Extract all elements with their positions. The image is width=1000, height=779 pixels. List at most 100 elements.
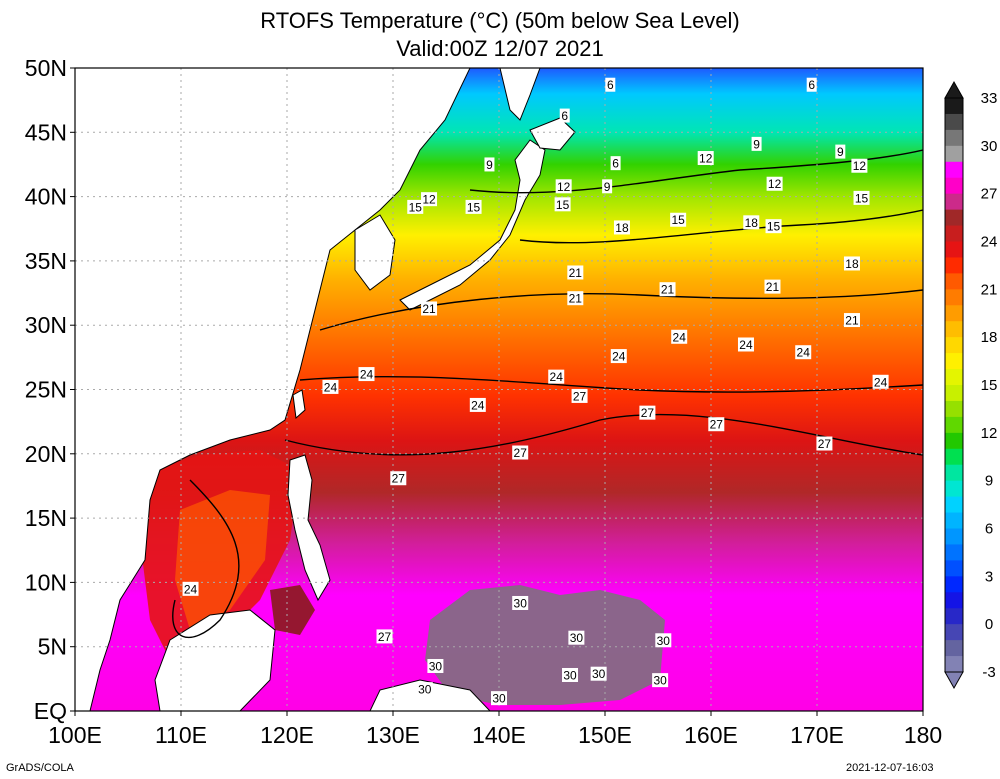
contour-label-box <box>610 156 621 171</box>
contour-label: 24 <box>612 350 626 364</box>
contour-label-box <box>491 691 507 706</box>
contour-label-box <box>766 176 783 191</box>
lon-tick-label: 130E <box>366 722 420 748</box>
contour-label-box <box>562 667 579 682</box>
contour-label: 24 <box>550 370 564 384</box>
colorbar-swatch <box>945 353 963 370</box>
colorbar-swatch <box>945 400 963 418</box>
contour-label-box <box>548 369 565 384</box>
contour-label: 30 <box>429 659 443 673</box>
colorbar-swatch <box>945 257 963 274</box>
contour-label-box <box>567 265 584 280</box>
contour-label: 18 <box>845 257 859 271</box>
colorbar-label: 27 <box>981 186 998 203</box>
lat-tick-label: 45N <box>25 119 67 145</box>
contour-label-box <box>416 682 433 697</box>
contour-label-box <box>421 301 438 316</box>
contour-label: 24 <box>360 368 374 382</box>
contour-label: 18 <box>615 221 629 235</box>
colorbar-swatch <box>945 385 963 402</box>
contour-label: 27 <box>378 630 392 644</box>
lon-tick-label: 120E <box>260 722 314 748</box>
land-asia <box>75 68 471 711</box>
contour-label: 21 <box>569 266 583 280</box>
contour-label-box <box>751 136 762 151</box>
contour-label-box <box>655 633 672 648</box>
contour-label-box <box>872 374 889 389</box>
colorbar-swatch <box>945 608 963 625</box>
contour-label-box <box>743 215 760 230</box>
colorbar-swatch <box>945 576 963 593</box>
colorbar-label: 15 <box>981 377 998 394</box>
colorbar-swatch <box>945 496 963 514</box>
colorbar-swatch <box>945 416 963 434</box>
footer-credit: GrADS/COLA <box>6 762 74 774</box>
contour-label-box <box>390 471 407 486</box>
colorbar-swatch <box>945 161 963 179</box>
contour-label: 15 <box>467 200 481 214</box>
south-china-sea-inner-region <box>175 490 270 630</box>
contour-label-box <box>806 77 817 92</box>
contour-label-box <box>555 179 572 194</box>
longitude-axis: 100E 110E 120E 130E 140E 150E 160E 170E 180 <box>48 711 942 748</box>
contour-label: 15 <box>767 220 781 234</box>
colorbar-min-arrow <box>944 671 964 690</box>
colorbar-swatch <box>945 480 963 498</box>
contour-label: 12 <box>557 180 571 194</box>
lat-tick-label: 35N <box>25 248 67 274</box>
contour-label: 24 <box>797 346 811 360</box>
contour-label-box <box>853 190 870 205</box>
contour-label-box <box>605 77 616 92</box>
colorbar-label: 24 <box>981 234 998 251</box>
contour-label-box <box>590 666 607 681</box>
contour-label: 24 <box>739 338 753 352</box>
contour-label-box <box>671 329 688 344</box>
contour-label-box <box>764 279 781 294</box>
lon-tick-label: 100E <box>48 722 102 748</box>
contour-label-box <box>795 345 812 360</box>
contour-label-box <box>835 144 846 159</box>
contour-label-box <box>484 157 495 172</box>
colorbar-label: 9 <box>985 473 993 490</box>
colorbar-swatch <box>945 98 963 115</box>
contour-label-box <box>602 179 613 194</box>
lon-tick-label: 110E <box>155 722 207 748</box>
contour-label-box <box>322 379 339 394</box>
contour-label: 27 <box>641 406 655 420</box>
contour-label-box <box>512 445 529 460</box>
contour-label: 30 <box>563 668 577 682</box>
colorbar-swatch <box>945 129 963 147</box>
colorbar-swatch <box>945 305 963 322</box>
land-korea <box>354 214 396 291</box>
contour-label-box <box>567 291 584 306</box>
lon-tick-label: 150E <box>578 722 632 748</box>
colorbar-swatch <box>945 512 963 529</box>
land-borneo <box>154 609 276 711</box>
contour-label-box <box>465 199 482 214</box>
contour-label: 30 <box>492 692 506 706</box>
contour-label: 12 <box>422 193 436 207</box>
contour-label: 12 <box>699 152 713 166</box>
latitude-axis: 50N 45N 40N 35N 30N 25N 20N 15N 10N 5N EQ <box>25 55 75 724</box>
contour-label-box <box>843 313 860 328</box>
contour-label: 12 <box>853 159 867 173</box>
contour-label: 6 <box>808 78 815 92</box>
colorbar-swatch <box>945 193 963 211</box>
lat-tick-label: 20N <box>25 441 67 467</box>
contour-label-box <box>843 256 860 271</box>
colorbar-swatch <box>945 241 963 258</box>
map-title: RTOFS Temperature (°C) (50m below Sea Le… <box>260 8 740 33</box>
colorbar-swatch <box>945 528 963 545</box>
colorbar-swatch <box>945 289 963 306</box>
contour-label-box <box>427 658 444 673</box>
contour-label: 27 <box>818 437 832 451</box>
contour-label-box <box>512 595 529 610</box>
lat-tick-label: 5N <box>38 634 67 660</box>
colorbar-swatch <box>945 273 963 290</box>
lat-tick-label: 30N <box>25 312 67 338</box>
contour-label: 30 <box>592 667 606 681</box>
colorbar-swatch <box>945 656 963 673</box>
map-valid-time: Valid:00Z 12/07 2021 <box>396 36 604 61</box>
